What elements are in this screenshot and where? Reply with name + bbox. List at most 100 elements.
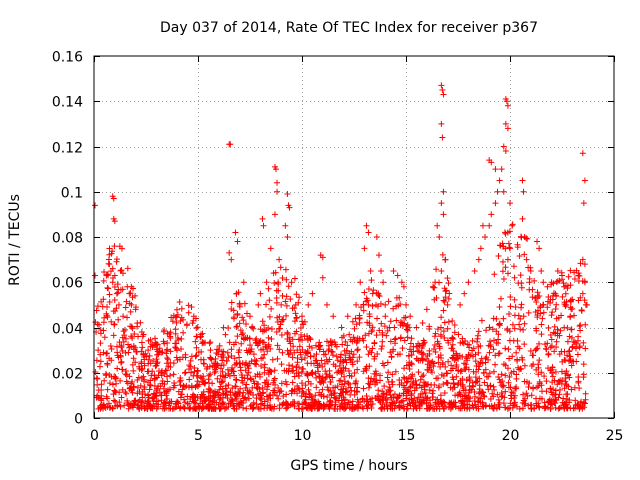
- data-point: [228, 346, 235, 353]
- data-point: [215, 347, 222, 354]
- data-point: [469, 379, 476, 386]
- data-point: [189, 320, 196, 327]
- data-point: [447, 367, 454, 374]
- data-point: [405, 352, 412, 359]
- data-point: [479, 360, 486, 367]
- x-tick-label: 0: [90, 428, 99, 444]
- data-point: [105, 272, 112, 279]
- data-point: [193, 344, 200, 351]
- data-point: [526, 279, 533, 286]
- data-point: [582, 345, 589, 352]
- data-point: [298, 356, 305, 363]
- data-point: [255, 340, 262, 347]
- data-point: [571, 312, 578, 319]
- data-point: [262, 343, 269, 350]
- data-point: [275, 279, 282, 286]
- data-point: [530, 361, 537, 368]
- data-point: [276, 325, 283, 332]
- x-tick-label: 25: [606, 428, 624, 444]
- data-point: [391, 405, 398, 412]
- data-point: [210, 393, 217, 400]
- data-point: [494, 188, 501, 195]
- data-point: [498, 371, 505, 378]
- data-point: [266, 405, 273, 412]
- data-point: [119, 386, 126, 393]
- data-point: [349, 318, 356, 325]
- data-point: [496, 304, 503, 311]
- data-point: [238, 331, 245, 338]
- data-point: [432, 330, 439, 337]
- data-point: [182, 384, 189, 391]
- data-point: [353, 321, 360, 328]
- data-point: [562, 290, 569, 297]
- data-point: [111, 321, 118, 328]
- data-point: [234, 333, 241, 340]
- data-point: [291, 330, 298, 337]
- data-point: [378, 267, 385, 274]
- data-point: [459, 383, 466, 390]
- data-point: [151, 391, 158, 398]
- data-point: [118, 343, 125, 350]
- data-point: [366, 313, 373, 320]
- data-point: [274, 188, 281, 195]
- data-point: [576, 385, 583, 392]
- data-point: [423, 306, 430, 313]
- data-point: [344, 313, 351, 320]
- data-point: [322, 351, 329, 358]
- data-point: [538, 331, 545, 338]
- data-point: [485, 386, 492, 393]
- data-point: [246, 388, 253, 395]
- data-point: [359, 404, 366, 411]
- data-point: [535, 383, 542, 390]
- data-point: [225, 370, 232, 377]
- data-point: [500, 243, 507, 250]
- data-point: [304, 349, 311, 356]
- data-point: [180, 383, 187, 390]
- data-point: [525, 264, 532, 271]
- data-point: [547, 332, 554, 339]
- data-point: [201, 397, 208, 404]
- data-point: [476, 375, 483, 382]
- data-point: [154, 360, 161, 367]
- data-point: [338, 386, 345, 393]
- data-point: [415, 369, 422, 376]
- data-point: [364, 319, 371, 326]
- data-point: [519, 177, 526, 184]
- data-point: [271, 280, 278, 287]
- data-point: [547, 385, 554, 392]
- data-point: [305, 378, 312, 385]
- data-point: [565, 371, 572, 378]
- data-point: [466, 398, 473, 405]
- data-point: [92, 319, 99, 326]
- data-point: [407, 383, 414, 390]
- data-point: [289, 305, 296, 312]
- data-point: [122, 371, 129, 378]
- data-point: [408, 360, 415, 367]
- data-point: [178, 314, 185, 321]
- data-point: [356, 354, 363, 361]
- data-point: [233, 376, 240, 383]
- data-point: [170, 371, 177, 378]
- data-point: [284, 330, 291, 337]
- data-point: [444, 325, 451, 332]
- data-point: [441, 298, 448, 305]
- data-point: [243, 381, 250, 388]
- data-point: [527, 348, 534, 355]
- data-point: [540, 309, 547, 316]
- data-point: [507, 400, 514, 407]
- data-point: [338, 369, 345, 376]
- data-point: [535, 371, 542, 378]
- data-point: [343, 359, 350, 366]
- data-point: [439, 251, 446, 258]
- data-point: [408, 352, 415, 359]
- data-point: [227, 400, 234, 407]
- data-point: [294, 382, 301, 389]
- data-point: [316, 339, 323, 346]
- data-point: [410, 405, 417, 412]
- data-point: [434, 222, 441, 229]
- data-point: [563, 301, 570, 308]
- data-point: [123, 372, 130, 379]
- data-point: [440, 307, 447, 314]
- data-point: [577, 327, 584, 334]
- data-point: [445, 295, 452, 302]
